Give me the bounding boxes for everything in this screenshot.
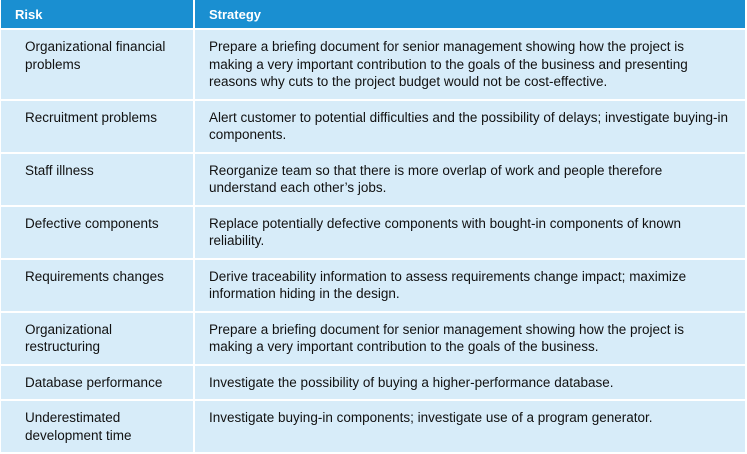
- strategy-cell: Investigate buying-in components; invest…: [193, 400, 745, 454]
- table-row: Staff illness Reorganize team so that th…: [1, 152, 745, 207]
- risk-cell: Requirements changes: [1, 258, 194, 313]
- strategy-cell: Replace potentially defective components…: [193, 205, 745, 260]
- strategy-cell: Derive traceability information to asses…: [193, 258, 745, 313]
- risk-cell: Recruitment problems: [1, 99, 194, 154]
- table-row: Defective components Replace potentially…: [1, 205, 745, 260]
- strategy-cell: Alert customer to potential difficulties…: [193, 99, 745, 154]
- strategy-cell: Investigate the possibility of buying a …: [193, 364, 745, 401]
- strategy-cell: Prepare a briefing document for senior m…: [193, 29, 745, 101]
- table-row: Requirements changes Derive traceability…: [1, 258, 745, 313]
- risk-cell: Organizational restructuring: [1, 311, 194, 366]
- strategy-cell: Prepare a briefing document for senior m…: [193, 311, 745, 366]
- risk-cell: Defective components: [1, 205, 194, 260]
- table-row: Database performance Investigate the pos…: [1, 364, 745, 401]
- table-row: Underestimated development time Investig…: [1, 400, 745, 454]
- table-body: Organizational financial problems Prepar…: [1, 29, 745, 454]
- table-header: Risk Strategy: [1, 0, 745, 30]
- header-row: Risk Strategy: [1, 0, 745, 30]
- risk-cell: Staff illness: [1, 152, 194, 207]
- risk-cell: Database performance: [1, 364, 194, 401]
- header-strategy: Strategy: [193, 0, 745, 30]
- table-row: Recruitment problems Alert customer to p…: [1, 99, 745, 154]
- risk-cell: Underestimated development time: [1, 400, 194, 454]
- table-row: Organizational financial problems Prepar…: [1, 29, 745, 101]
- header-risk: Risk: [1, 0, 194, 30]
- table-row: Organizational restructuring Prepare a b…: [1, 311, 745, 366]
- strategy-cell: Reorganize team so that there is more ov…: [193, 152, 745, 207]
- risk-cell: Organizational financial problems: [1, 29, 194, 101]
